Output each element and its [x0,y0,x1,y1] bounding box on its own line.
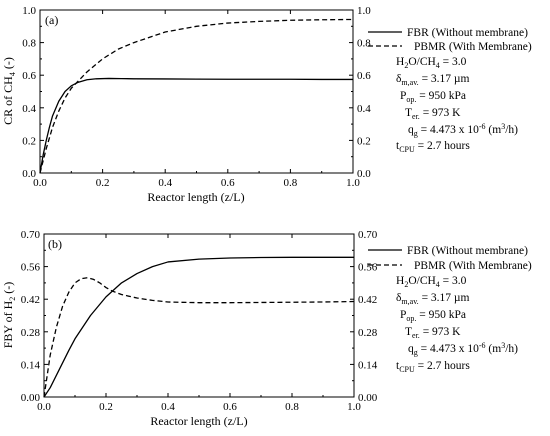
plot-frame-a [39,9,354,174]
cond-a-temperature: Ter. = 973 K [405,107,461,121]
y-axis-label-a: CR of CH4 (-) [1,57,17,125]
legend-b-pbmr-label: PBMR (With Membrane) [414,260,532,272]
cond-a-flow: qg = 4.473 x 10-6 (m3/h) [408,122,518,138]
y-tick-label-right-a: 0.0 [357,168,371,180]
legend-a-fbr-label: FBR (Without membrane) [407,27,528,39]
y-tick-label-a: 0.6 [22,70,36,82]
y-tick-label-a: 1.0 [22,5,36,17]
cond-b-ratio: H2O/CH4 = 3.0 [396,275,467,289]
ticks-a: 0.0 0.2 0.4 0.6 0.8 1.00.0 0.00.2 0.20.4 0.40.6 0… [22,5,371,189]
y-axis-label-a-main: CR of CH [1,76,15,125]
pbmr-series-line-a [39,18,354,174]
x-tick-label-a: 0.0 [33,177,47,189]
series-b [43,256,355,398]
cond-b-cpu-time: tCPU = 2.7 hours [396,360,470,374]
x-axis-label-a: Reactor length (z/L) [147,190,244,204]
cond-b-pressure: Pop. = 950 kPa [400,309,466,323]
cond-a-cpu-time: tCPU = 2.7 hours [396,140,470,154]
conditions-b: H2O/CH4 = 3.0 δm,av. = 3.17 µm Pop. = 95… [396,275,518,374]
pbmr-series-line-b [43,277,355,398]
cond-a-ratio: H2O/CH4 = 3.0 [396,56,467,70]
x-tick-label-b: 1.0 [347,401,361,413]
cond-b-flow: qg = 4.473 x 10-6 (m3/h) [408,341,518,357]
ticks-b: 0.0 0.2 0.4 0.6 0.8 1.00.00 0.000.14 0.140.28 0.… [21,229,378,413]
x-tick-label-b: 0.6 [223,401,237,413]
x-tick-label-a: 0.2 [96,177,110,189]
x-tick-label-a: 1.0 [346,177,360,189]
cond-b-thickness: δm,av. = 3.17 µm [396,292,470,306]
y-tick-label-b: 0.14 [21,359,41,371]
legend-a: FBR (Without membrane) PBMR (With Membra… [368,27,532,53]
legend-a-pbmr-label: PBMR (With Membrane) [414,41,532,53]
y-tick-label-a: 0.8 [22,38,36,50]
x-axis-label-b: Reactor length (z/L) [150,414,247,428]
x-tick-label-a: 0.6 [221,177,235,189]
y-tick-label-right-a: 0.8 [357,38,371,50]
fbr-series-line-b [43,256,354,398]
y-tick-label-right-b: 0.00 [358,392,378,404]
y-tick-label-right-b: 0.28 [358,327,378,339]
y-tick-label-right-b: 0.70 [358,229,378,241]
y-tick-label-right-a: 0.4 [357,103,371,115]
conditions-a: H2O/CH4 = 3.0 δm,av. = 3.17 µm Pop. = 95… [396,56,518,154]
y-tick-label-right-b: 0.14 [358,359,378,371]
y-tick-label-b: 0.00 [21,392,41,404]
panel-label-a: (a) [45,13,58,27]
y-tick-label-right-a: 0.6 [357,70,371,82]
panel-a: 0.0 0.2 0.4 0.6 0.8 1.00.0 0.00.2 0.20.4 0.40.6 0… [1,5,532,204]
y-tick-label-b: 0.28 [21,327,41,339]
y-tick-label-b: 0.56 [21,262,41,274]
panel-b: 0.0 0.2 0.4 0.6 0.8 1.00.00 0.000.14 0.140.28 0.… [1,229,532,428]
x-tick-label-a: 0.4 [158,177,172,189]
legend-b: FBR (Without membrane) PBMR (With Membra… [368,245,532,272]
y-tick-label-a: 0.0 [22,168,36,180]
cond-a-thickness: δm,av. = 3.17 µm [396,73,470,87]
x-tick-label-b: 0.8 [285,401,299,413]
x-tick-label-b: 0.0 [37,401,51,413]
x-tick-label-b: 0.4 [161,401,175,413]
panel-label-b: (b) [48,237,62,251]
cond-a-pressure: Pop. = 950 kPa [400,90,466,104]
series-a [39,18,354,174]
y-tick-label-right-b: 0.42 [358,294,377,306]
y-tick-label-b: 0.70 [21,229,41,241]
y-axis-label-a-tail: (-) [1,57,15,72]
fbr-series-line-a [39,77,353,174]
y-tick-label-right-a: 1.0 [357,5,371,17]
y-axis-label-a-sub: 4 [8,72,17,76]
y-axis-label-b: FBY of H2 (-) [1,282,17,349]
y-tick-label-a: 0.2 [22,135,36,147]
y-tick-label-a: 0.4 [22,103,36,115]
y-axis-label-b-tail: (-) [1,282,15,297]
y-tick-label-b: 0.42 [21,294,40,306]
y-axis-label-b-main: FBY of H [1,300,15,348]
cond-b-temperature: Ter. = 973 K [405,326,461,340]
y-tick-label-right-b: 0.56 [358,262,378,274]
y-tick-label-right-a: 0.2 [357,135,371,147]
y-axis-label-b-sub: 2 [8,297,17,301]
x-tick-label-b: 0.2 [99,401,113,413]
legend-b-fbr-label: FBR (Without membrane) [407,245,528,257]
x-tick-label-a: 0.8 [284,177,298,189]
